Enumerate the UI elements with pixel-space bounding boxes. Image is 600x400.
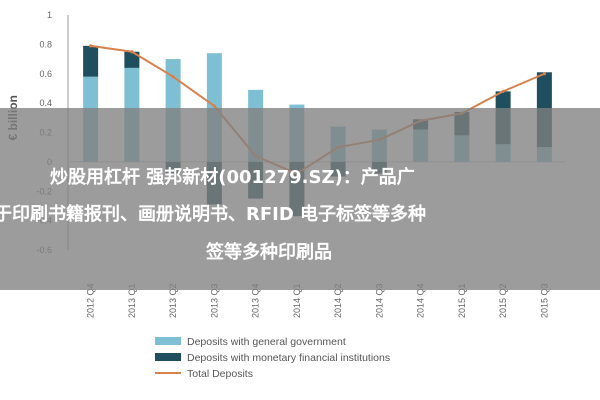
chart-labels: 2012 Q4 2013 Q1 2013 Q2 2013 Q3 2013 Q4 2014 …: [86, 283, 550, 318]
x-tick-label: 2013 Q3: [209, 283, 219, 318]
total-deposits-point: [212, 104, 216, 108]
x-tick-label: 2014 Q1: [292, 283, 302, 318]
y-tick-label: 0.4: [39, 98, 52, 108]
x-tick-label: 2013 Q1: [127, 283, 137, 318]
total-deposits-point: [501, 89, 505, 93]
x-tick-label: 2014 Q4: [416, 283, 426, 318]
x-tick-label: 2013 Q2: [168, 283, 178, 318]
bar-mfi: [83, 45, 99, 77]
total-deposits-point: [542, 72, 546, 76]
legend-label: Deposits with general government: [187, 336, 346, 348]
x-tick-label: 2015 Q1: [457, 283, 467, 318]
x-tick-label: 2013 Q4: [251, 283, 261, 318]
overlay-headline-line-1: 炒股用杠杆 强邦新材(001279.SZ)：产品广: [50, 167, 415, 188]
overlay-headline-line-2: 于印刷书籍报刊、画册说明书、RFID 电子标签等多种: [0, 204, 427, 225]
x-tick-label: 2015 Q2: [498, 283, 508, 318]
y-tick-label: 0.6: [39, 69, 52, 79]
total-deposits-point: [130, 50, 134, 54]
x-tick-label: 2014 Q3: [374, 283, 384, 318]
chart-legend: Deposits with general government Deposits…: [155, 336, 390, 380]
total-deposits-point: [171, 75, 175, 79]
bar-mfi: [124, 51, 140, 68]
x-tick-label: 2015 Q3: [539, 283, 549, 318]
y-tick-label: 0.8: [39, 39, 52, 49]
x-tick-label: 2012 Q4: [86, 283, 96, 318]
y-tick-label: 1: [47, 10, 52, 20]
legend-label: Deposits with monetary financial institu…: [187, 352, 390, 364]
headline-overlay: 炒股用杠杆 强邦新材(001279.SZ)：产品广 于印刷书籍报刊、画册说明书、…: [0, 108, 600, 290]
total-deposits-point: [89, 44, 93, 48]
legend-swatch: [155, 337, 181, 345]
x-tick-label: 2014 Q2: [333, 283, 343, 318]
legend-label: Total Deposits: [187, 368, 253, 380]
legend-swatch: [155, 353, 181, 361]
overlay-headline-line-3: 签等多种印刷品: [206, 242, 332, 263]
